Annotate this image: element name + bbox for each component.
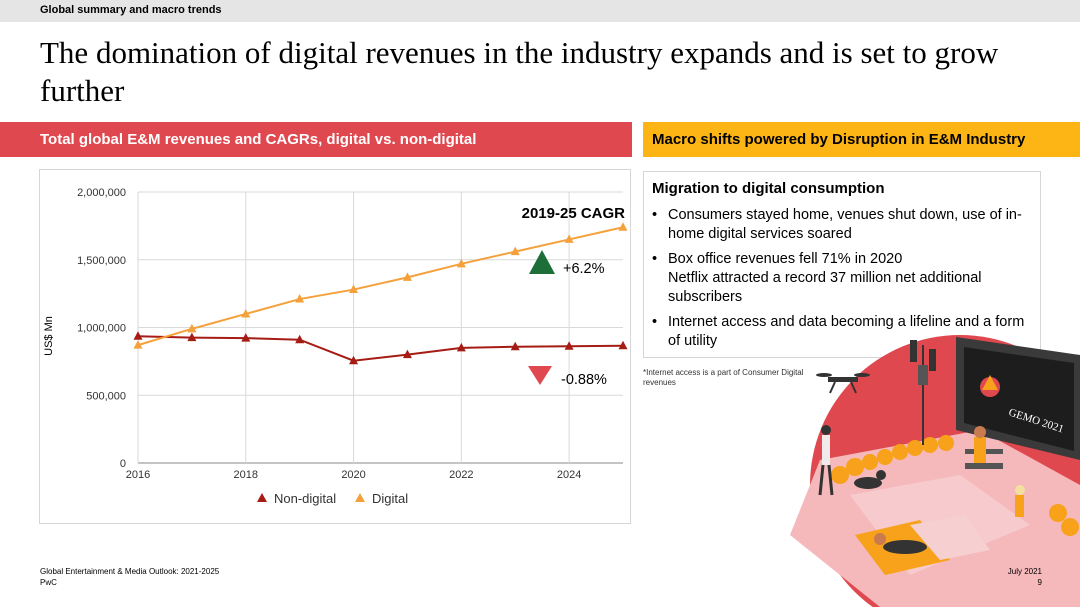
x-tick-label: 2020 (341, 469, 365, 481)
macro-shifts-box: Migration to digital consumption Consume… (643, 171, 1041, 358)
data-point (618, 222, 628, 231)
data-point (564, 341, 574, 350)
macro-panel-header: Macro shifts powered by Disruption in E&… (643, 122, 1080, 157)
bullet-item: Box office revenues fell 71% in 2020 Net… (652, 250, 1037, 307)
data-point (402, 272, 412, 281)
page-title: The domination of digital revenues in th… (40, 35, 999, 108)
data-point (456, 258, 466, 268)
cagr-down-marker (528, 366, 552, 385)
footer-date: July 2021 (1007, 567, 1042, 576)
data-point (510, 341, 520, 351)
data-point (349, 284, 359, 294)
chart-series (133, 222, 628, 365)
revenue-chart: 0 500,000 1,000,000 1,500,000 2,000,000 2016… (39, 169, 631, 524)
page-number: 9 (1037, 578, 1042, 587)
y-tick-label: 500,000 (86, 390, 126, 402)
macro-bullet-list: Consumers stayed home, venues shut down,… (652, 206, 1037, 357)
data-point (456, 342, 466, 352)
footer-source: Global Entertainment & Media Outlook: 20… (40, 566, 219, 588)
cagr-digital-value: +6.2% (563, 261, 605, 277)
cagr-up-marker (529, 250, 555, 274)
x-tick-label: 2022 (449, 469, 473, 481)
legend-label-non-digital: Non-digital (274, 491, 336, 506)
footer-source-text: Global Entertainment & Media Outlook: 20… (40, 567, 220, 576)
data-point (349, 355, 359, 365)
section-label: Global summary and macro trends (40, 4, 222, 16)
footer-company: PwC (40, 578, 57, 587)
cagr-title: 2019-25 CAGR (522, 205, 626, 222)
y-tick-label: 2,000,000 (77, 187, 126, 199)
macro-panel-heading: Macro shifts powered by Disruption in E&… (652, 131, 1026, 148)
footer-right: July 2021 9 (980, 566, 1042, 588)
chart-panel-header: Total global E&M revenues and CAGRs, dig… (0, 122, 632, 157)
data-point (187, 332, 197, 342)
y-axis-label: US$ Mn (43, 316, 55, 356)
bullet-text: Box office revenues fell 71% in 2020 (668, 251, 903, 267)
home-digital-illustration: GEMO 2021 (790, 335, 1080, 607)
legend-label-digital: Digital (372, 491, 408, 506)
series-line-non-digital (137, 335, 624, 362)
data-point (241, 333, 251, 342)
footnote: *Internet access is a part of Consumer D… (643, 368, 804, 387)
bullet-text: Internet access and data becoming a life… (668, 314, 1025, 349)
data-point (510, 246, 520, 256)
y-tick-label: 0 (120, 458, 126, 470)
y-tick-label: 1,500,000 (77, 255, 126, 267)
bullet-item: Consumers stayed home, venues shut down,… (652, 206, 1037, 244)
data-point (241, 308, 251, 318)
macro-box-title: Migration to digital consumption (652, 180, 885, 197)
series-line-digital (137, 226, 624, 347)
y-tick-label: 1,000,000 (77, 323, 126, 335)
legend-marker-digital (355, 493, 365, 502)
bullet-text: Netflix attracted a record 37 million ne… (668, 270, 982, 305)
x-tick-label: 2016 (126, 469, 150, 481)
data-point (133, 331, 143, 340)
data-point (133, 340, 143, 349)
bullet-text: Consumers stayed home, venues shut down,… (668, 207, 1022, 242)
x-axis-ticks: 2016 2018 2020 2022 2024 (126, 469, 582, 481)
drone-icon (816, 373, 870, 394)
chart-panel-heading: Total global E&M revenues and CAGRs, dig… (40, 131, 477, 148)
chart-legend: Non-digital Digital (257, 491, 408, 506)
data-point (618, 340, 628, 350)
revenue-line-chart: 0 500,000 1,000,000 1,500,000 2,000,000 2016… (43, 187, 628, 506)
data-point (295, 334, 305, 344)
data-point (295, 294, 305, 303)
chart-grid (137, 191, 623, 464)
x-tick-label: 2018 (234, 469, 258, 481)
y-axis-ticks: 0 500,000 1,000,000 1,500,000 2,000,000 (77, 187, 126, 470)
x-tick-label: 2024 (557, 469, 581, 481)
data-point (187, 323, 197, 333)
legend-marker-non-digital (257, 493, 267, 502)
cagr-non-digital-value: -0.88% (561, 372, 607, 388)
data-point (402, 349, 412, 359)
data-point (564, 234, 574, 243)
bullet-item: Internet access and data becoming a life… (652, 313, 1037, 351)
section-bar: Global summary and macro trends (0, 0, 1080, 22)
